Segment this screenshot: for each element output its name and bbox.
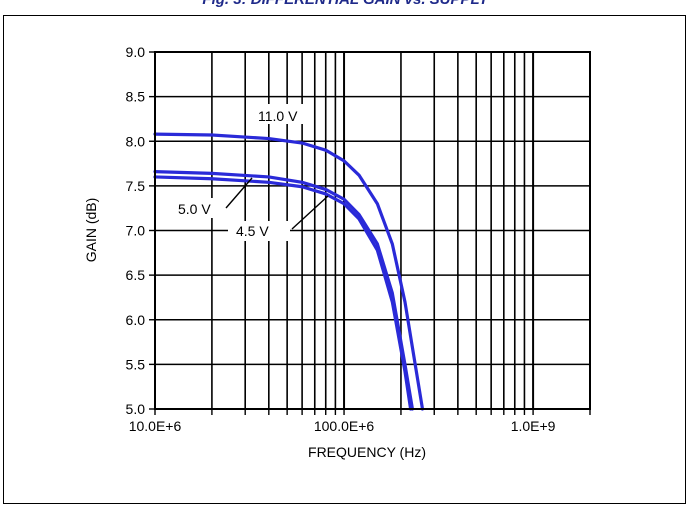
x-tick-label: 10.0E+6 [129,418,182,434]
label-bg-4-5v [228,221,290,241]
annotations: 11.0 V 5.0 V 4.5 V [172,104,329,241]
data-point [268,176,270,178]
data-point [324,149,327,151]
data-point [415,368,417,370]
data-point [301,181,303,184]
data-point [358,174,360,176]
figure-frame [3,15,686,504]
data-point [211,177,213,180]
data-point [404,301,406,303]
data-point [211,172,213,175]
x-axis-label: FREQUENCY (Hz) [308,444,426,460]
data-point [268,181,270,184]
series-label-4-5v: 4.5 V [236,223,269,239]
leader-line-5v [225,177,253,209]
x-tick-label: 1.0E+9 [511,418,556,434]
data-point [268,137,270,140]
data-point [343,202,345,205]
data-point [301,142,303,144]
y-tick-label: 7.0 [126,223,146,239]
data-point [324,188,327,191]
data-point [376,202,379,205]
curves [153,132,425,411]
data-point [324,193,327,195]
data-point [391,243,394,245]
data-point [404,370,406,373]
y-tick-label: 8.5 [126,89,146,105]
y-tick-label: 9.0 [126,44,146,60]
data-point [343,198,345,201]
leader-line-4-5v [291,195,329,230]
y-tick-label: 5.0 [126,401,146,417]
data-point [358,213,360,216]
data-point [358,218,360,220]
data-point [391,292,394,294]
grid [154,51,591,410]
y-tick-label: 5.5 [126,356,146,372]
y-tick-label: 7.5 [126,178,146,194]
data-point [343,160,345,162]
data-point [211,134,213,136]
y-tick-label: 8.0 [126,133,146,149]
series-label-11v: 11.0 V [258,108,298,124]
y-axis-label: GAIN (dB) [83,198,99,263]
x-tick-label: 100.0E+6 [314,418,375,434]
data-point [376,249,379,251]
y-tick-label: 6.5 [126,267,146,283]
data-point [301,185,303,188]
data-point [391,301,394,303]
ticks: 9.0 8.5 8.0 7.5 7.0 6.5 6.0 5.5 5.010.0E+6 100.0E… [126,44,591,434]
chart-title: Fig. 3: DIFFERENTIAL GAIN vs. SUPPLY [0,0,691,8]
series-line-0 [153,132,425,411]
data-point [376,243,379,245]
label-bg-5v [172,198,224,218]
label-bg-11v [250,104,310,124]
y-tick-label: 6.0 [126,312,146,328]
series-label-5v: 5.0 V [178,201,211,217]
